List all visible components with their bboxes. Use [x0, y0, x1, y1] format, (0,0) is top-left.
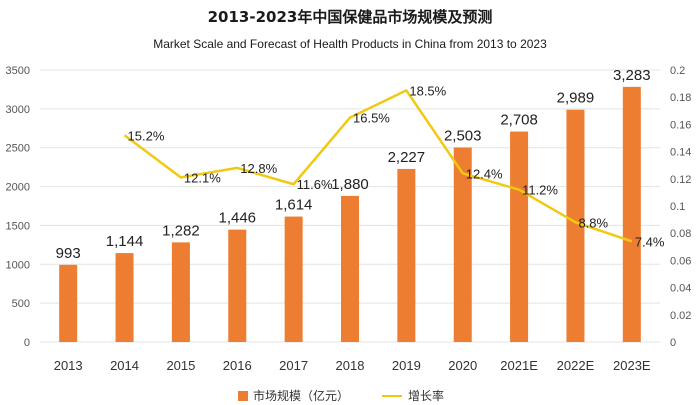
growth-rate-label: 18.5% — [409, 83, 446, 98]
bar — [171, 242, 190, 342]
line-series — [123, 89, 633, 243]
bar-value-label: 1,282 — [162, 222, 200, 239]
x-axis-tick-label: 2016 — [223, 358, 252, 373]
left-axis-tick-label: 2500 — [6, 143, 30, 155]
growth-rate-line — [123, 89, 633, 243]
right-axis-tick-label: 0.06 — [670, 255, 691, 267]
right-axis-tick-label: 0.16 — [670, 119, 691, 131]
growth-rate-label: 11.6% — [297, 177, 333, 192]
bar-value-label: 2,227 — [388, 149, 426, 166]
bar — [397, 168, 416, 342]
bar — [566, 109, 585, 342]
x-axis-tick-label: 2022E — [557, 358, 595, 373]
right-axis-tick-label: 0.2 — [670, 65, 685, 77]
bar-value-label: 1,446 — [218, 210, 256, 227]
line-data-labels: 15.2% 12.1% 12.8% 11.6% 16.5% 18.5% 12.4% 11.2%… — [128, 83, 665, 249]
bar-data-labels: 993 1,144 1,282 1,446 1,614 1,880 2,227 2,503 2,… — [56, 67, 651, 262]
bar-value-label: 2,708 — [500, 112, 538, 129]
bar-value-label: 1,880 — [331, 176, 369, 193]
right-axis-ticks: 0 0.02 0.04 0.06 0.08 0.1 0.12 0.14 0.16 0.18 0.2 — [670, 65, 691, 349]
x-axis-tick-label: 2013 — [54, 358, 83, 373]
bar-value-label: 993 — [56, 245, 81, 262]
right-axis-tick-label: 0.12 — [670, 174, 691, 186]
bar-series — [59, 86, 641, 342]
bar — [115, 253, 134, 342]
legend: 市场规模（亿元） 增长率 — [238, 388, 444, 403]
left-axis-tick-label: 3000 — [6, 104, 30, 116]
right-axis-tick-label: 0 — [670, 337, 676, 349]
chart-title: 2013-2023年中国保健品市场规模及预测 — [208, 8, 493, 26]
left-axis-tick-label: 0 — [24, 337, 30, 349]
left-axis-tick-label: 1000 — [6, 259, 30, 271]
right-axis-tick-label: 0.1 — [670, 201, 685, 213]
growth-rate-label: 12.4% — [466, 166, 503, 181]
bar — [228, 229, 247, 342]
bar — [59, 264, 78, 342]
left-axis-tick-label: 2000 — [6, 182, 30, 194]
x-axis-tick-label: 2018 — [336, 358, 365, 373]
legend-swatch-bar — [238, 391, 248, 401]
x-axis-tick-label: 2017 — [279, 358, 308, 373]
bar-value-label: 2,503 — [444, 127, 482, 144]
bar-value-label: 3,283 — [613, 67, 651, 84]
left-axis-tick-label: 500 — [12, 298, 30, 310]
growth-rate-label: 16.5% — [353, 111, 390, 126]
legend-label-line: 增长率 — [408, 388, 444, 403]
left-axis-tick-label: 3500 — [6, 65, 30, 77]
right-axis-tick-label: 0.14 — [670, 147, 691, 159]
x-axis-ticks: 2013 2014 2015 2016 2017 2018 2019 2020 2021E 202… — [54, 358, 651, 373]
growth-rate-label: 12.1% — [184, 170, 221, 185]
growth-rate-label: 12.8% — [240, 161, 277, 176]
growth-rate-label: 11.2% — [522, 183, 558, 198]
x-axis-tick-label: 2021E — [500, 358, 538, 373]
bar-value-label: 1,614 — [275, 197, 313, 214]
legend-label-bar: 市场规模（亿元） — [253, 388, 349, 403]
bar — [622, 86, 641, 342]
left-axis-ticks: 0 500 1000 1500 2000 2500 3000 3500 — [6, 65, 30, 349]
right-axis-tick-label: 0.08 — [670, 228, 691, 240]
bar — [284, 216, 303, 342]
growth-rate-label: 8.8% — [578, 215, 608, 230]
growth-rate-label: 7.4% — [635, 234, 665, 249]
x-axis-tick-label: 2023E — [613, 358, 651, 373]
right-axis-tick-label: 0.04 — [670, 283, 691, 295]
bar-value-label: 1,144 — [106, 233, 144, 250]
growth-rate-label: 15.2% — [128, 128, 165, 143]
x-axis-tick-label: 2019 — [392, 358, 421, 373]
bar-value-label: 2,989 — [557, 90, 595, 107]
chart-subtitle: Market Scale and Forecast of Health Prod… — [153, 37, 547, 51]
right-axis-tick-label: 0.02 — [670, 310, 691, 322]
bar — [510, 131, 529, 342]
bar — [453, 147, 472, 342]
x-axis-tick-label: 2015 — [166, 358, 195, 373]
right-axis-tick-label: 0.18 — [670, 92, 691, 104]
left-axis-tick-label: 1500 — [6, 220, 30, 232]
bar — [341, 195, 359, 342]
x-axis-tick-label: 2014 — [110, 358, 139, 373]
x-axis-tick-label: 2020 — [448, 358, 477, 373]
